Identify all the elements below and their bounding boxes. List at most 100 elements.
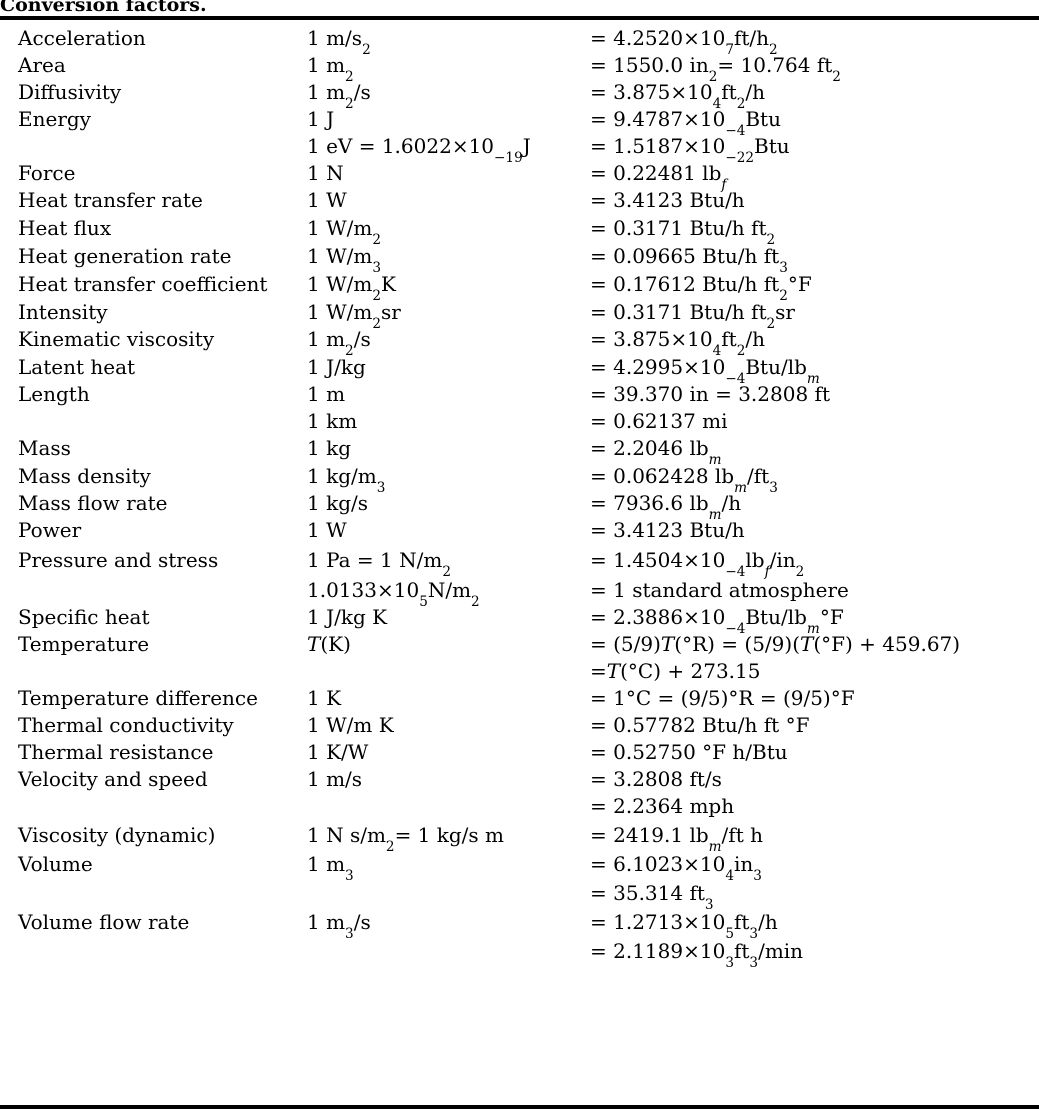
equivalent-cell: = 4.2520×10 7 ft/h 2 xyxy=(590,26,778,58)
table-row: = 35.314 ft 3 xyxy=(0,879,1039,913)
si-unit-cell: 1 km xyxy=(307,409,358,433)
equivalent-cell: = 0.62137 mi xyxy=(590,409,728,433)
si-unit-cell: 1 W xyxy=(307,518,347,542)
quantity-cell: Thermal conductivity xyxy=(18,713,234,737)
equivalent-cell: = 35.314 ft 3 xyxy=(590,881,714,913)
table-row: Force 1 N = 0.22481 lb f xyxy=(0,161,1039,193)
equivalent-cell: = 3.2808 ft/s xyxy=(590,767,722,791)
equivalent-cell: = 2.2364 mph xyxy=(590,794,735,818)
si-unit-cell: 1 m/s 2 xyxy=(307,26,371,58)
si-unit-cell: 1 W/m K xyxy=(307,713,394,737)
table-row: Thermal resistance 1 K/W = 0.52750 °F h/Bt… xyxy=(0,740,1039,767)
table-row: Length 1 m = 39.370 in = 3.2808 ft xyxy=(0,382,1039,409)
quantity-cell: Power xyxy=(18,518,82,542)
si-unit-cell: 1 N s/m 2 = 1 kg/s m xyxy=(307,823,505,855)
equivalent-cell: = 1550.0 in 2 = 10.764 ft 2 xyxy=(590,53,841,85)
table-row: Specific heat 1 J/kg K = 2.3886×10 −4 Btu/l… xyxy=(0,605,1039,637)
si-unit-cell: 1 W/m 2 K xyxy=(307,272,396,304)
quantity-cell: Diffusivity xyxy=(18,80,122,104)
si-unit-cell: 1 W/m 2 xyxy=(307,216,381,248)
quantity-cell: Area xyxy=(18,53,66,77)
table-row: Energy 1 J = 9.4787×10 −4 Btu xyxy=(0,107,1039,139)
si-unit-cell: 1 W xyxy=(307,188,347,212)
table-row: Mass 1 kg = 2.2046 lb m xyxy=(0,436,1039,468)
equivalent-cell: = 2419.1 lb m/ft h xyxy=(590,823,763,855)
equivalent-cell: = 1.2713×10 5 ft 3/h xyxy=(590,910,778,942)
equivalent-cell: = 0.17612 Btu/h ft 2 °F xyxy=(590,272,812,304)
quantity-cell: Mass flow rate xyxy=(18,491,168,515)
table-row: Pressure and stress 1 Pa = 1 N/m 2 = 1.4504… xyxy=(0,545,1039,580)
quantity-cell: Temperature difference xyxy=(18,686,258,710)
equivalent-cell: = 9.4787×10 −4 Btu xyxy=(590,107,781,139)
quantity-cell: Heat transfer rate xyxy=(18,188,203,212)
equivalent-cell: = 4.2995×10 −4 Btu/lb m xyxy=(590,355,820,387)
quantity-cell: Pressure and stress xyxy=(18,548,219,572)
table-row: 1 eV = 1.6022×10 −19 J = 1.5187×10 −22 Btu xyxy=(0,134,1039,166)
equivalent-cell: = 0.22481 lb f xyxy=(590,161,727,193)
conversion-table: Acceleration 1 m/s 2 = 4.2520×10 7 ft/h 2 Area… xyxy=(0,26,1039,971)
table-row: Power 1 W = 3.4123 Btu/h xyxy=(0,518,1039,545)
equivalent-cell: = 3.875×10 4 ft 2/h xyxy=(590,80,765,112)
equivalent-cell: = 0.062428 lb m/ft 3 xyxy=(590,464,778,496)
table-caption: Conversion factors. xyxy=(0,0,207,16)
equivalent-cell: = 3.4123 Btu/h xyxy=(590,518,745,542)
si-unit-cell: 1 W/m 3 xyxy=(307,244,381,276)
table-row: 1 km = 0.62137 mi xyxy=(0,409,1039,436)
table-row: Mass flow rate 1 kg/s = 7936.6 lb m/h xyxy=(0,491,1039,523)
quantity-cell: Velocity and speed xyxy=(18,767,208,791)
si-unit-cell: 1 J/kg K xyxy=(307,605,388,629)
equivalent-cell: = 3.4123 Btu/h xyxy=(590,188,745,212)
quantity-cell: Heat transfer coefficient xyxy=(18,272,268,296)
equivalent-cell: = 2.3886×10 −4 Btu/lb m °F xyxy=(590,605,844,637)
table-row: Volume 1 m 3 = 6.1023×10 4 in 3 xyxy=(0,850,1039,884)
table-row: Viscosity (dynamic) 1 N s/m 2 = 1 kg/s m = … xyxy=(0,821,1039,855)
table-row: Intensity 1 W/m 2 sr = 0.3171 Btu/h ft 2 sr xyxy=(0,299,1039,332)
si-unit-cell: 1 kg/m 3 xyxy=(307,464,386,496)
table-row: Heat generation rate 1 W/m 3 = 0.09665 Btu/… xyxy=(0,243,1039,276)
table-row: Temperature T (K) = (5/9) T (°R) = (5/9)(T (°F… xyxy=(0,632,1039,659)
si-unit-cell: 1 eV = 1.6022×10 −19 J xyxy=(307,134,531,166)
si-unit-cell: 1.0133×10 5 N/m 2 xyxy=(307,578,480,610)
table-row: Diffusivity 1 m 2/s = 3.875×10 4 ft 2/h xyxy=(0,80,1039,112)
quantity-cell: Thermal resistance xyxy=(18,740,214,764)
quantity-cell: Heat generation rate xyxy=(18,244,232,268)
si-unit-cell: 1 Pa = 1 N/m 2 xyxy=(307,548,451,580)
equivalent-cell: = 0.52750 °F h/Btu xyxy=(590,740,788,764)
si-unit-cell: 1 m/s xyxy=(307,767,363,791)
bottom-rule xyxy=(0,1105,1039,1109)
si-unit-cell: 1 kg xyxy=(307,436,352,460)
equivalent-cell: = 2.2046 lb m xyxy=(590,436,722,468)
equivalent-cell: = 0.09665 Btu/h ft 3 xyxy=(590,244,788,276)
quantity-cell: Specific heat xyxy=(18,605,150,629)
table-row: = 2.2364 mph xyxy=(0,794,1039,821)
quantity-cell: Force xyxy=(18,161,76,185)
table-row: Heat transfer coefficient 1 W/m 2 K = 0.176… xyxy=(0,271,1039,304)
table-row: = T (°C) + 273.15 xyxy=(0,659,1039,686)
table-row: Thermal conductivity 1 W/m K = 0.57782 Btu… xyxy=(0,713,1039,740)
equivalent-cell: = T (°C) + 273.15 xyxy=(590,659,761,683)
equivalent-cell: = 0.3171 Btu/h ft 2 xyxy=(590,216,776,248)
table-row: 1.0133×10 5 N/m 2 = 1 standard atmosphere xyxy=(0,575,1039,610)
equivalent-cell: = 7936.6 lb m/h xyxy=(590,491,742,523)
equivalent-cell: = 1.4504×10 −4 lb f/in 2 xyxy=(590,548,805,580)
si-unit-cell: 1 K/W xyxy=(307,740,369,764)
si-unit-cell: 1 kg/s xyxy=(307,491,369,515)
si-unit-cell: 1 W/m 2 sr xyxy=(307,300,401,332)
table-row: Temperature difference 1 K = 1°C = (9/5)°R… xyxy=(0,686,1039,713)
quantity-cell: Length xyxy=(18,382,90,406)
equivalent-cell: = 2.1189×10 3 ft 3/min xyxy=(590,939,804,971)
si-unit-cell: 1 K xyxy=(307,686,342,710)
si-unit-cell: 1 m 2/s xyxy=(307,80,371,112)
quantity-cell: Mass density xyxy=(18,464,151,488)
top-rule xyxy=(0,16,1039,20)
quantity-cell: Kinematic viscosity xyxy=(18,327,215,351)
quantity-cell: Mass xyxy=(18,436,71,460)
equivalent-cell: = 3.875×10 4 ft 2/h xyxy=(590,327,765,359)
table-row: = 2.1189×10 3 ft 3/min xyxy=(0,937,1039,971)
equivalent-cell: = 6.1023×10 4 in 3 xyxy=(590,852,762,884)
table-row: Heat flux 1 W/m 2 = 0.3171 Btu/h ft 2 xyxy=(0,215,1039,248)
table-row: Velocity and speed 1 m/s = 3.2808 ft/s xyxy=(0,767,1039,794)
table-row: Heat transfer rate 1 W = 3.4123 Btu/h xyxy=(0,188,1039,215)
quantity-cell: Volume xyxy=(18,852,93,876)
